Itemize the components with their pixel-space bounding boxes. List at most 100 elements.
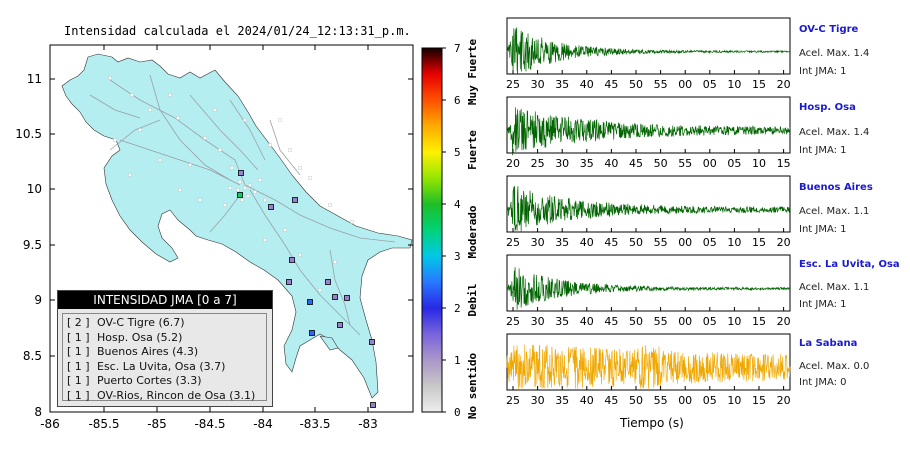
x-tick-label: -86 (40, 417, 60, 431)
legend-bracket: [ 1 ] (67, 388, 90, 402)
time-tick-label: 45 (604, 236, 618, 249)
time-tick-label: 40 (580, 236, 594, 249)
time-tick-label: 15 (752, 78, 766, 91)
scale-tick-label: 2 (454, 302, 461, 315)
scale-bar (421, 47, 443, 413)
time-tick-label: 05 (703, 78, 717, 91)
station-name: Buenos Aires (799, 182, 873, 193)
scale-category-label: No sentido (466, 353, 479, 420)
station-name: OV-C Tigre (799, 24, 859, 35)
legend-station: Hosp. Osa (5.2) (97, 330, 183, 344)
city-dot (108, 76, 112, 80)
waveform-panel: 25 30 35 40 45 50 55 00 05 10 15 20 (506, 333, 791, 407)
city-dot (138, 128, 142, 132)
map-title: Intensidad calculada el 2024/01/24_12:13… (64, 24, 411, 38)
city-dot (246, 194, 250, 198)
city-dot (198, 198, 202, 202)
city-dot (218, 148, 222, 152)
legend-station: Buenos Aires (4.3) (97, 345, 199, 358)
legend-entry: [ 1 ] Hosp. Osa (5.2) (67, 331, 266, 346)
time-tick-label: 40 (580, 315, 594, 328)
city-dot (308, 176, 312, 180)
scale-tick-label: 1 (454, 354, 461, 367)
city-dot (243, 118, 247, 122)
road-line (209, 194, 241, 233)
legend-entry: [ 2 ] OV-C Tigre (6.7) (67, 316, 266, 331)
time-tick-label: 25 (506, 315, 520, 328)
x-tick-label: -84.5 (194, 417, 225, 431)
x-tick-label: -83.5 (299, 417, 330, 431)
station-jma-intensity: Int JMA: 1 (799, 224, 847, 235)
road-line (269, 119, 301, 176)
time-tick-label: 05 (727, 157, 741, 170)
legend-entry: [ 1 ] Buenos Aires (4.3) (67, 345, 266, 360)
scale-category-label: Moderado (466, 205, 479, 258)
city-dot (240, 198, 244, 202)
legend-entry: [ 1 ] OV-Rios, Rincon de Osa (3.1) (67, 389, 266, 404)
panel-frame (506, 17, 791, 75)
city-dot (158, 158, 162, 162)
road-line (149, 74, 231, 181)
time-tick-label: 30 (531, 315, 545, 328)
station-marker (289, 257, 295, 263)
station-marker (332, 294, 338, 300)
x-tick-label: -83 (358, 417, 378, 431)
scale-tick-label: 7 (454, 42, 461, 55)
time-tick-label: 40 (580, 78, 594, 91)
legend-list: [ 2 ] OV-C Tigre (6.7) [ 1 ] Hosp. Osa (5.… (62, 313, 267, 404)
road-line (109, 79, 246, 186)
time-tick-label: 45 (629, 157, 643, 170)
time-tick-label: 45 (604, 78, 618, 91)
station-marker (344, 295, 350, 301)
city-dot (188, 163, 192, 167)
scale-tick-label: 0 (454, 406, 461, 419)
time-tick-label: 15 (752, 394, 766, 407)
time-tick-label: 35 (580, 157, 594, 170)
time-tick-label: 00 (678, 394, 692, 407)
legend-title: INTENSIDAD JMA [0 a 7] (58, 291, 272, 309)
road-line (329, 249, 351, 326)
time-axis-label: Tiempo (s) (620, 416, 684, 430)
legend-station: Esc. La Uvita, Osa (3.7) (97, 359, 226, 373)
legend-bracket: [ 1 ] (67, 345, 90, 358)
time-tick-label: 50 (629, 315, 643, 328)
time-tick-label: 20 (777, 236, 791, 249)
city-dot (203, 136, 207, 140)
waveform-trace (506, 186, 791, 232)
time-tick-label: 55 (678, 157, 692, 170)
road-line (189, 94, 259, 171)
time-tick-label: 25 (506, 236, 520, 249)
time-tick-label: 50 (629, 394, 643, 407)
time-tick-label: 15 (777, 157, 791, 170)
road-line (119, 139, 241, 186)
city-dot (238, 180, 242, 184)
time-tick-label: 45 (604, 394, 618, 407)
station-marker (369, 339, 375, 345)
city-dot (243, 186, 247, 190)
station-marker (292, 197, 298, 203)
time-tick-label: 10 (727, 78, 741, 91)
city-dot (350, 220, 354, 224)
time-tick-label: 35 (555, 315, 569, 328)
time-tick-label: 20 (506, 157, 520, 170)
time-tick-label: 35 (555, 78, 569, 91)
city-dot (278, 118, 282, 122)
waveform-panel: 25 30 35 40 45 50 55 00 05 10 15 20 (506, 254, 791, 328)
time-tick-label: 05 (703, 315, 717, 328)
legend-entry: [ 1 ] Esc. La Uvita, Osa (3.7) (67, 360, 266, 375)
time-tick-label: 10 (727, 394, 741, 407)
city-dot (318, 288, 322, 292)
time-tick-label: 20 (777, 315, 791, 328)
costa-rica-landmass (61, 53, 413, 399)
panel-frame (506, 96, 791, 154)
city-dot (263, 238, 267, 242)
legend-bracket: [ 1 ] (67, 330, 90, 344)
station-marker (370, 402, 376, 408)
city-dot (253, 190, 257, 194)
city-dot (283, 228, 287, 232)
legend-bracket: [ 1 ] (67, 374, 90, 387)
waveform-trace (506, 107, 791, 156)
station-max-accel: Acel. Max. 1.1 (799, 282, 870, 293)
y-tick-label: 8.5 (23, 349, 42, 363)
legend-station: OV-Rios, Rincon de Osa (3.1) (97, 388, 256, 402)
